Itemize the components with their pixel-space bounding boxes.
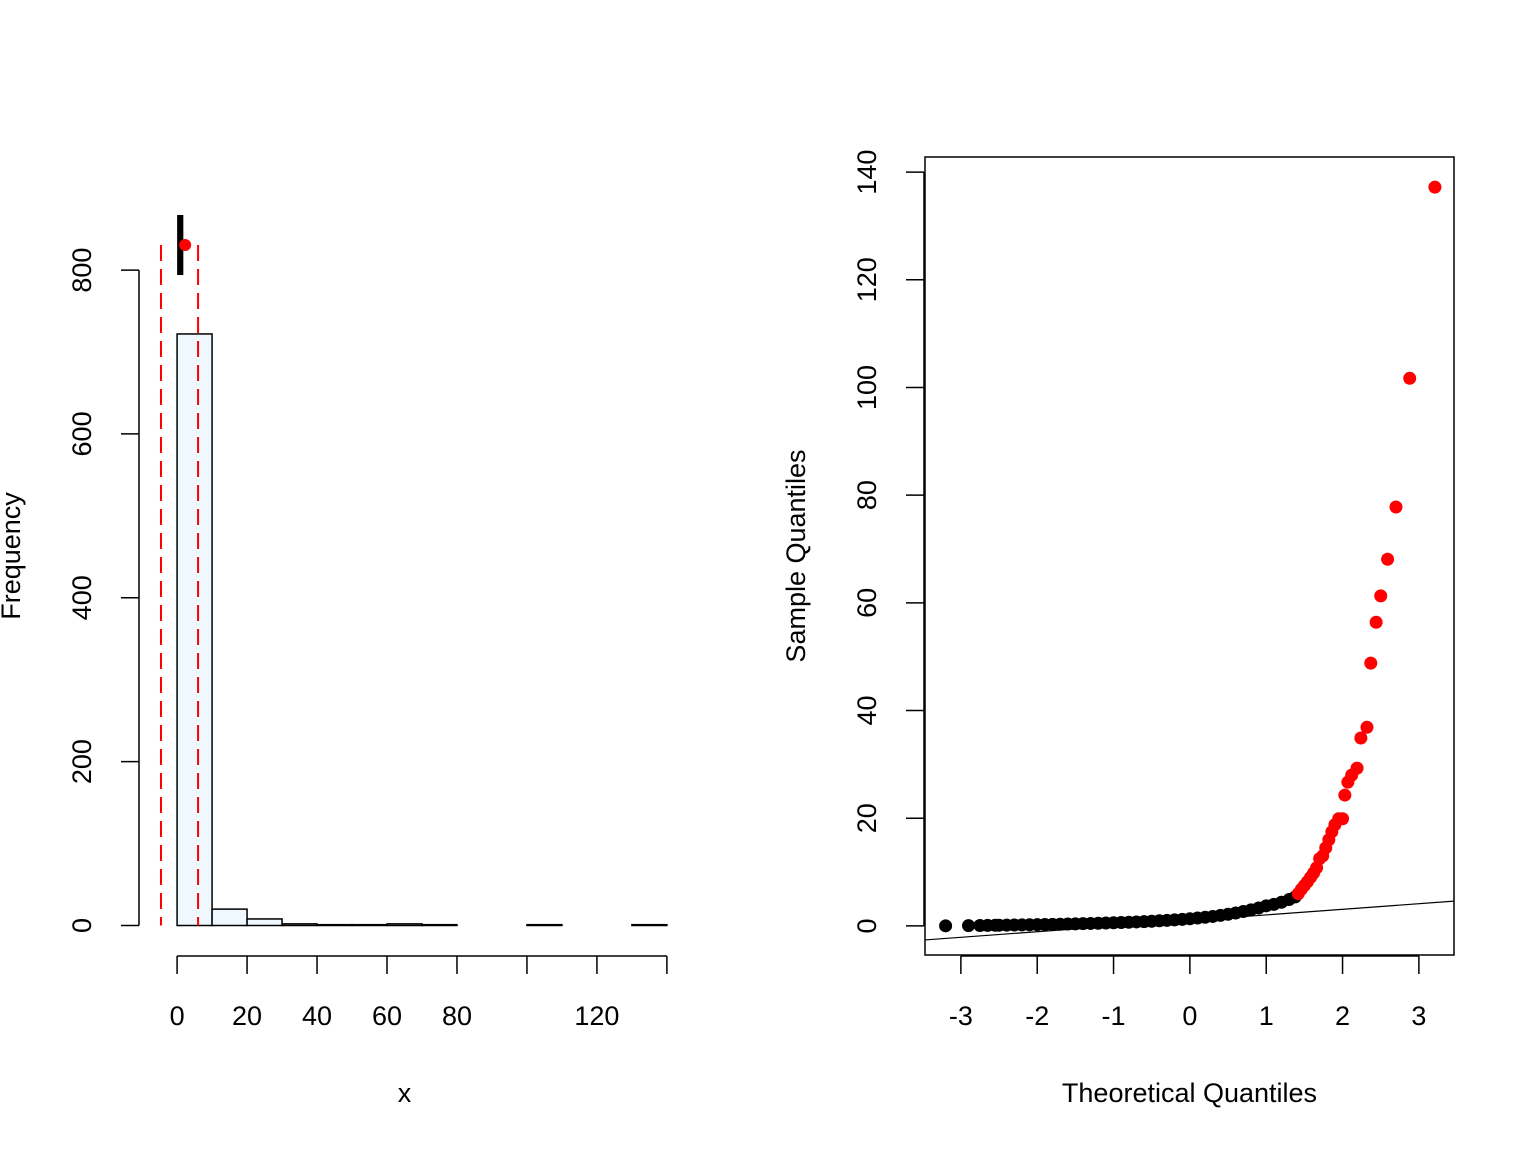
bar	[211, 908, 248, 927]
point	[1364, 656, 1378, 670]
point	[1336, 812, 1350, 826]
x-tick-label: 60	[372, 1001, 402, 1031]
point	[962, 919, 976, 933]
x-axis-title: x	[398, 1078, 412, 1108]
point	[1354, 731, 1368, 745]
x-tick-label: -1	[1102, 1001, 1126, 1031]
bar	[176, 333, 213, 927]
y-tick-label: 40	[852, 696, 882, 726]
x-tick-label: 1	[1259, 1001, 1274, 1031]
bar	[421, 923, 458, 927]
x-tick-label: 0	[1182, 1001, 1197, 1031]
point	[939, 919, 953, 933]
y-axis-title: Sample Quantiles	[781, 449, 811, 662]
x-tick-label: 80	[442, 1001, 472, 1031]
y-tick-label: 800	[67, 248, 97, 293]
x-tick-label: 120	[574, 1001, 619, 1031]
bar	[351, 923, 388, 927]
y-tick-label: 0	[67, 918, 97, 933]
point	[1369, 615, 1383, 629]
y-tick-label: 200	[67, 739, 97, 784]
x-tick-label: 0	[170, 1001, 185, 1031]
x-tick-label: -3	[949, 1001, 973, 1031]
bar	[631, 923, 668, 927]
point	[1374, 589, 1388, 603]
y-tick-label: 60	[852, 588, 882, 618]
point	[1389, 500, 1403, 514]
point	[1338, 788, 1352, 802]
bar	[316, 923, 353, 927]
plot-box	[924, 156, 1455, 956]
point	[1350, 761, 1364, 775]
x-tick-label: 40	[302, 1001, 332, 1031]
point	[1360, 720, 1374, 734]
point	[1428, 180, 1442, 194]
point	[1381, 552, 1395, 566]
bar	[386, 923, 423, 927]
point	[1403, 371, 1417, 385]
bar	[526, 923, 563, 927]
y-tick-label: 140	[852, 150, 882, 195]
y-tick-label: 600	[67, 411, 97, 456]
x-tick-label: 3	[1411, 1001, 1426, 1031]
y-tick-label: 80	[852, 480, 882, 510]
y-axis-title: Frequency	[0, 492, 26, 620]
bar	[281, 923, 318, 927]
mean-point	[179, 239, 192, 251]
x-tick-label: 2	[1335, 1001, 1350, 1031]
bar	[246, 918, 283, 927]
x-tick-label: 20	[232, 1001, 262, 1031]
y-tick-label: 100	[852, 365, 882, 410]
y-tick-label: 0	[852, 918, 882, 933]
x-tick-label: -2	[1025, 1001, 1049, 1031]
x-axis-title: Theoretical Quantiles	[1062, 1078, 1317, 1108]
y-tick-label: 20	[852, 803, 882, 833]
y-tick-label: 400	[67, 575, 97, 620]
y-tick-label: 120	[852, 257, 882, 302]
